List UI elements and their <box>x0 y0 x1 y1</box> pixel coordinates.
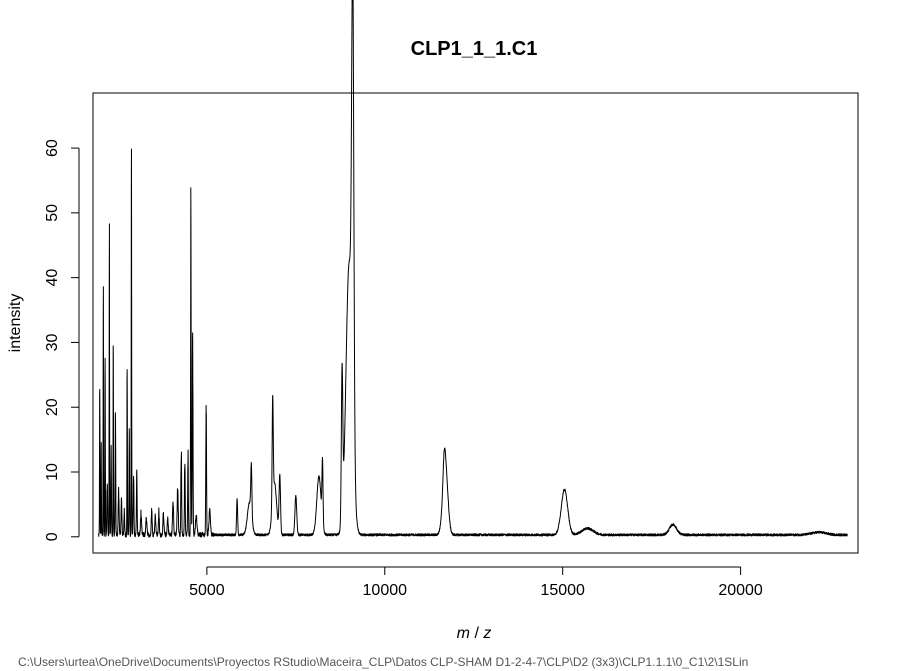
y-tick-label: 50 <box>44 204 61 222</box>
x-axis-label: m / z <box>457 625 492 642</box>
x-tick-label: 5000 <box>189 582 225 599</box>
y-tick-label: 10 <box>44 463 61 481</box>
x-axis: 5000 10000 15000 20000 <box>189 566 763 599</box>
y-tick-label: 30 <box>44 333 61 351</box>
plot-frame <box>92 92 859 554</box>
spectrum-line <box>97 0 848 538</box>
y-axis: 0 10 20 30 40 50 60 <box>44 139 80 541</box>
chart-title: CLP1_1_1.C1 <box>411 38 538 60</box>
x-axis-label-m: m <box>457 625 470 642</box>
x-axis-label-slash: / <box>474 625 479 642</box>
x-tick-label: 10000 <box>363 582 408 599</box>
x-tick-label: 20000 <box>718 582 763 599</box>
y-tick-label: 0 <box>44 532 61 541</box>
x-axis-label-z: z <box>482 625 491 642</box>
file-path-footer: C:\Users\urtea\OneDrive\Documents\Proyec… <box>18 655 748 669</box>
y-tick-label: 60 <box>44 139 61 157</box>
y-axis-label: intensity <box>7 294 24 353</box>
x-tick-label: 15000 <box>540 582 585 599</box>
y-tick-label: 40 <box>44 269 61 287</box>
y-tick-label: 20 <box>44 398 61 416</box>
